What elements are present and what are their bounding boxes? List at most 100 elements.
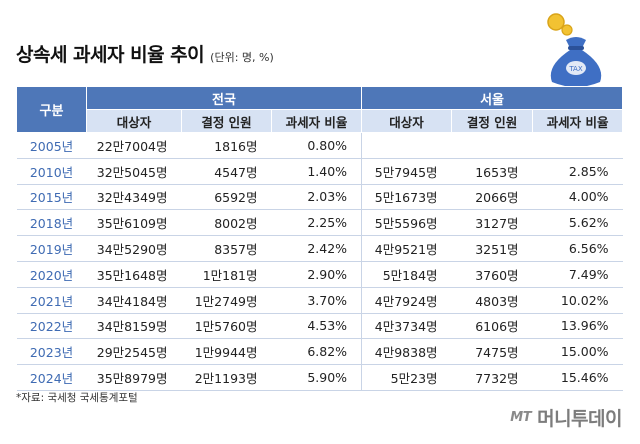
year-cell: 2018년 [16,209,87,237]
seoul-target-cell: 5만5596명 [361,209,452,237]
national-target-cell: 29만2545명 [86,338,182,366]
source-note: *자료: 국세청 국세통계포털 [16,392,138,404]
national-decided-cell: 8002명 [181,209,272,237]
table-row: 2015년 32만4349명 6592명 2.03% 5만1673명 2066명… [16,184,623,211]
header-national-decided: 결정 인원 [181,109,272,133]
seoul-target-cell: 4만3734명 [361,313,452,340]
national-target-cell: 35만8979명 [86,364,182,391]
seoul-target-cell: 4만9521명 [361,235,452,262]
seoul-rate-cell: 5.62% [532,209,623,237]
header-national-rate: 과세자 비율 [270,109,363,133]
seoul-rate-cell [532,132,623,159]
page-title: 상속세 과세자 비율 추이 [16,44,205,66]
table-row: 2022년 34만8159명 1만5760명 4.53% 4만3734명 610… [16,313,623,340]
national-rate-cell: 1.40% [271,158,362,185]
year-cell: 2023년 [16,338,87,366]
year-cell: 2005년 [16,132,87,159]
header-seoul-decided: 결정 인원 [451,109,534,133]
header-category: 구분 [16,86,87,133]
header-seoul-target: 대상자 [361,109,453,133]
seoul-rate-cell: 4.00% [532,184,623,211]
national-decided-cell: 2만1193명 [181,364,272,391]
national-rate-cell: 2.90% [271,261,362,288]
national-rate-cell: 6.82% [271,338,362,366]
seoul-decided-cell: 3127명 [451,209,533,237]
header-seoul: 서울 [361,86,624,110]
seoul-target-cell: 5만184명 [361,261,452,288]
logo-name: 머니투데이 [537,408,622,430]
national-target-cell: 35만1648명 [86,261,182,288]
seoul-rate-cell: 10.02% [532,287,623,314]
seoul-decided-cell: 1653명 [451,158,533,185]
year-cell: 2020년 [16,261,87,288]
seoul-decided-cell: 3760명 [451,261,533,288]
year-cell: 2010년 [16,158,87,185]
national-target-cell: 32만5045명 [86,158,182,185]
table-row: 2021년 34만4184명 1만2749명 3.70% 4만7924명 480… [16,287,623,314]
national-decided-cell: 6592명 [181,184,272,211]
national-target-cell: 35만6109명 [86,209,182,237]
year-cell: 2024년 [16,364,87,391]
table-row: 2018년 35만6109명 8002명 2.25% 5만5596명 3127명… [16,209,623,237]
table-body: 2005년 22만7004명 1816명 0.80% 2010년 32만5045… [16,132,623,391]
seoul-rate-cell: 2.85% [532,158,623,185]
seoul-target-cell: 5만23명 [361,364,452,391]
money-bag-icon: TAX [547,13,602,87]
year-cell: 2022년 [16,313,87,340]
table-row: 2019년 34만5290명 8357명 2.42% 4만9521명 3251명… [16,235,623,262]
national-rate-cell: 4.53% [271,313,362,340]
header-seoul-rate: 과세자 비율 [532,109,624,133]
seoul-target-cell: 4만9838명 [361,338,452,366]
header-national: 전국 [85,86,363,110]
seoul-target-cell: 5만1673명 [361,184,452,211]
national-target-cell: 34만4184명 [86,287,182,314]
seoul-decided-cell: 4803명 [451,287,533,314]
national-rate-cell: 2.03% [271,184,362,211]
seoul-rate-cell: 13.96% [532,313,623,340]
year-cell: 2015년 [16,184,87,211]
table-row: 2020년 35만1648명 1만181명 2.90% 5만184명 3760명… [16,261,623,288]
national-target-cell: 22만7004명 [86,132,182,159]
national-target-cell: 34만8159명 [86,313,182,340]
table-row: 2010년 32만5045명 4547명 1.40% 5만7945명 1653명… [16,158,623,185]
national-decided-cell: 1만2749명 [181,287,272,314]
seoul-rate-cell: 15.00% [532,338,623,366]
national-decided-cell: 1816명 [181,132,272,159]
title-row: 상속세 과세자 비율 추이 (단위: 명, %) [16,40,274,67]
header-sub-row: 대상자 결정 인원 과세자 비율 대상자 결정 인원 과세자 비율 [17,109,624,133]
national-decided-cell: 1만5760명 [181,313,272,340]
seoul-decided-cell: 7732명 [451,364,533,391]
national-target-cell: 32만4349명 [86,184,182,211]
year-cell: 2021년 [16,287,87,314]
header-group-row: 구분 전국 서울 [16,86,624,133]
national-decided-cell: 1만9944명 [181,338,272,366]
national-target-cell: 34만5290명 [86,235,182,262]
national-rate-cell: 5.90% [271,364,362,391]
table-row: 2023년 29만2545명 1만9944명 6.82% 4만9838명 747… [16,338,623,366]
seoul-target-cell: 4만7924명 [361,287,452,314]
national-decided-cell: 1만181명 [181,261,272,288]
seoul-rate-cell: 15.46% [532,364,623,391]
seoul-decided-cell [451,132,533,159]
seoul-rate-cell: 7.49% [532,261,623,288]
national-decided-cell: 8357명 [181,235,272,262]
seoul-target-cell: 5만7945명 [361,158,452,185]
logo-mark: MT [510,410,532,425]
seoul-decided-cell: 6106명 [451,313,533,340]
seoul-decided-cell: 2066명 [451,184,533,211]
unit-label: (단위: 명, %) [210,51,274,64]
national-rate-cell: 2.25% [271,209,362,237]
header-national-target: 대상자 [86,109,182,133]
seoul-target-cell [361,132,452,159]
national-rate-cell: 0.80% [271,132,362,159]
table-row: 2005년 22만7004명 1816명 0.80% [16,132,623,159]
national-decided-cell: 4547명 [181,158,272,185]
year-cell: 2019년 [16,235,87,262]
tax-ratio-table: 구분 전국 서울 대상자 결정 인원 과세자 비율 대상자 결정 인원 과세자 … [16,86,624,391]
national-rate-cell: 3.70% [271,287,362,314]
seoul-decided-cell: 7475명 [451,338,533,366]
table-row: 2024년 35만8979명 2만1193명 5.90% 5만23명 7732명… [16,364,623,391]
seoul-decided-cell: 3251명 [451,235,533,262]
national-rate-cell: 2.42% [271,235,362,262]
bag-label: TAX [568,65,583,73]
